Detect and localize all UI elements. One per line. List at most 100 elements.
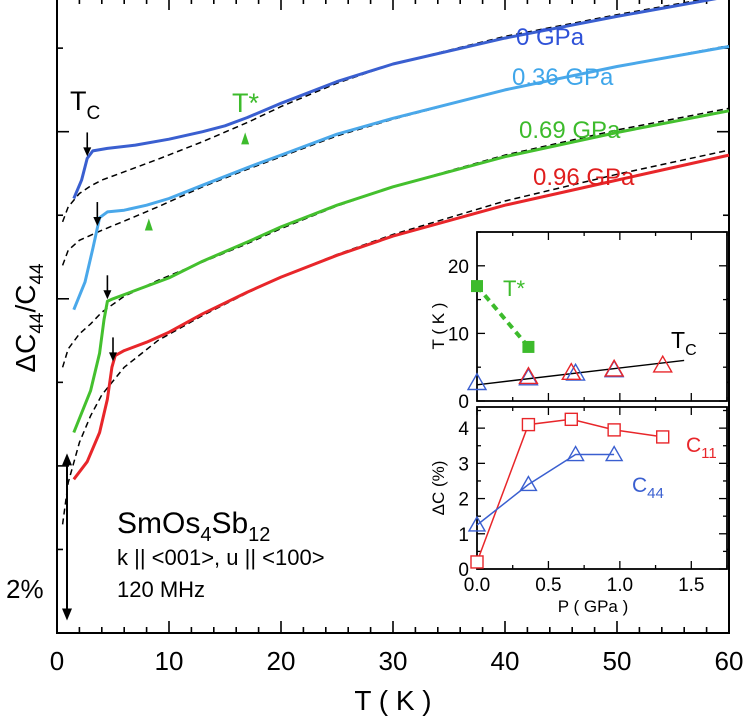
tc-arrow-head bbox=[109, 352, 117, 362]
inset1-x-ticks bbox=[476, 232, 728, 401]
sample-name-a: SmOs bbox=[117, 507, 200, 540]
inset1-y-tick-label: 0 bbox=[458, 392, 469, 413]
x-tick-label: 10 bbox=[155, 646, 184, 676]
c11-label-main: C bbox=[686, 434, 701, 457]
c11-label-sub: 11 bbox=[701, 445, 717, 462]
inset1-frame bbox=[476, 231, 728, 402]
x-tick-label: 30 bbox=[379, 646, 408, 676]
inset2-y-tick-label: 0 bbox=[458, 560, 469, 581]
tstar-line bbox=[475, 284, 530, 349]
scale-bar-label: 2% bbox=[6, 574, 44, 604]
inset2-x-ticks: 0.0 0.5 1.0 1.5 bbox=[464, 407, 728, 596]
c44-label: C44 bbox=[632, 474, 664, 502]
inset1-y-title: T ( K ) bbox=[429, 303, 448, 350]
tc-point bbox=[603, 358, 625, 377]
main-x-axis: 0 10 20 30 40 50 60 bbox=[50, 0, 744, 676]
y-title-sub2: 44 bbox=[27, 263, 48, 285]
x-tick-label: 20 bbox=[267, 646, 296, 676]
c11-point bbox=[521, 417, 536, 432]
inset2-y-tick-label: 2 bbox=[458, 490, 469, 511]
inset2-y-ticks: 0 1 2 3 4 bbox=[458, 409, 727, 581]
sample-geometry: k || <001>, u || <100> bbox=[117, 545, 325, 570]
scale-bar: 2% bbox=[6, 453, 72, 621]
inset2-x-tick-label: 0.0 bbox=[464, 575, 490, 596]
c44-label-main: C bbox=[632, 474, 647, 497]
tc-annotation-main: T bbox=[70, 86, 87, 116]
inset1-tc-label: TC bbox=[671, 327, 697, 359]
c11-point bbox=[607, 423, 621, 437]
tc-annotation-sub: C bbox=[87, 103, 101, 124]
data-curve bbox=[72, 45, 730, 311]
inset2-y-title: ΔC (%) bbox=[429, 461, 448, 516]
inset2-marks bbox=[467, 412, 670, 569]
tstar-marker bbox=[241, 132, 250, 145]
sample-name-b: Sb bbox=[211, 507, 248, 540]
y-title-delta-c: ΔC bbox=[10, 334, 41, 373]
y-title-slash-c: /C bbox=[10, 285, 41, 313]
inset1-tc-main: T bbox=[671, 327, 685, 353]
series-label: 0 GPa bbox=[516, 24, 585, 51]
inset1-marks bbox=[466, 280, 685, 391]
inset2-line bbox=[476, 453, 615, 526]
tc-point bbox=[518, 366, 539, 385]
c11-label: C11 bbox=[686, 434, 717, 462]
inset2-x-title: P ( GPa ) bbox=[558, 597, 629, 616]
x-tick-label: 40 bbox=[491, 646, 520, 676]
series-label: 0.36 GPa bbox=[512, 64, 614, 91]
data-curve bbox=[72, 109, 730, 434]
inset1-y-tick-label: 20 bbox=[448, 257, 469, 278]
scale-bar-arrow-down bbox=[62, 608, 72, 621]
series-label: 0.96 GPa bbox=[533, 164, 635, 191]
main-markers: 0 GPa 0.36 GPa 0.69 GPa 0.96 GPa bbox=[83, 24, 635, 362]
inset2-y-tick-label: 3 bbox=[458, 454, 469, 475]
inset2-x-tick-label: 0.5 bbox=[535, 575, 561, 596]
inset1-tc-sub: C bbox=[685, 342, 697, 359]
sample-name-sub-a: 4 bbox=[200, 524, 211, 546]
c44-point bbox=[604, 445, 624, 462]
inset1-y-tick-label: 10 bbox=[448, 324, 469, 345]
tc-annotation: TC bbox=[70, 86, 100, 124]
data-curve bbox=[72, 153, 730, 481]
inset2-y-tick-label: 4 bbox=[458, 419, 469, 440]
inset2-y-tick-label: 1 bbox=[458, 525, 469, 546]
c44-point bbox=[467, 515, 487, 532]
sample-name-sub-b: 12 bbox=[248, 524, 270, 546]
y-title-sub1: 44 bbox=[27, 312, 48, 334]
main-y-axis-title: ΔC44/C44 bbox=[10, 263, 48, 373]
tstar-point bbox=[522, 340, 535, 353]
inset1-y-ticks: 0 10 20 bbox=[448, 231, 727, 413]
scale-bar-arrow-up bbox=[62, 453, 72, 466]
inset1-tstar-label: T* bbox=[503, 276, 525, 301]
data-curve bbox=[72, 0, 717, 200]
tc-arrow-head bbox=[93, 217, 102, 227]
series-label: 0.69 GPa bbox=[519, 117, 621, 144]
x-tick-label: 50 bbox=[603, 646, 632, 676]
tstar-marker bbox=[144, 218, 153, 231]
tstar-annotation: T* bbox=[232, 88, 259, 118]
tc-point bbox=[561, 362, 582, 381]
c11-point bbox=[656, 430, 670, 444]
c44-label-sub: 44 bbox=[647, 485, 664, 502]
tc-arrow-head bbox=[103, 290, 112, 300]
inset-tc-tstar: 0 10 20 T ( K ) T* TC bbox=[429, 231, 728, 413]
main-x-axis-title: T ( K ) bbox=[354, 685, 431, 716]
c11-point bbox=[470, 555, 484, 569]
sample-frequency: 120 MHz bbox=[117, 577, 205, 602]
inset2-x-tick-label: 1.5 bbox=[678, 575, 704, 596]
tstar-point bbox=[471, 280, 483, 293]
c44-point bbox=[566, 445, 585, 462]
x-tick-label: 60 bbox=[715, 646, 744, 676]
tc-point bbox=[466, 372, 488, 391]
x-tick-label: 0 bbox=[50, 646, 64, 676]
inset2-x-tick-label: 1.0 bbox=[607, 575, 633, 596]
c11-point bbox=[564, 412, 578, 427]
fit-curve bbox=[61, 149, 730, 525]
c44-point bbox=[519, 475, 538, 492]
sample-name: SmOs4Sb12 bbox=[117, 507, 270, 546]
inset2-frame bbox=[476, 406, 728, 570]
tc-point bbox=[652, 354, 673, 373]
tc-arrow-head bbox=[83, 147, 92, 157]
main-series bbox=[72, 0, 730, 481]
